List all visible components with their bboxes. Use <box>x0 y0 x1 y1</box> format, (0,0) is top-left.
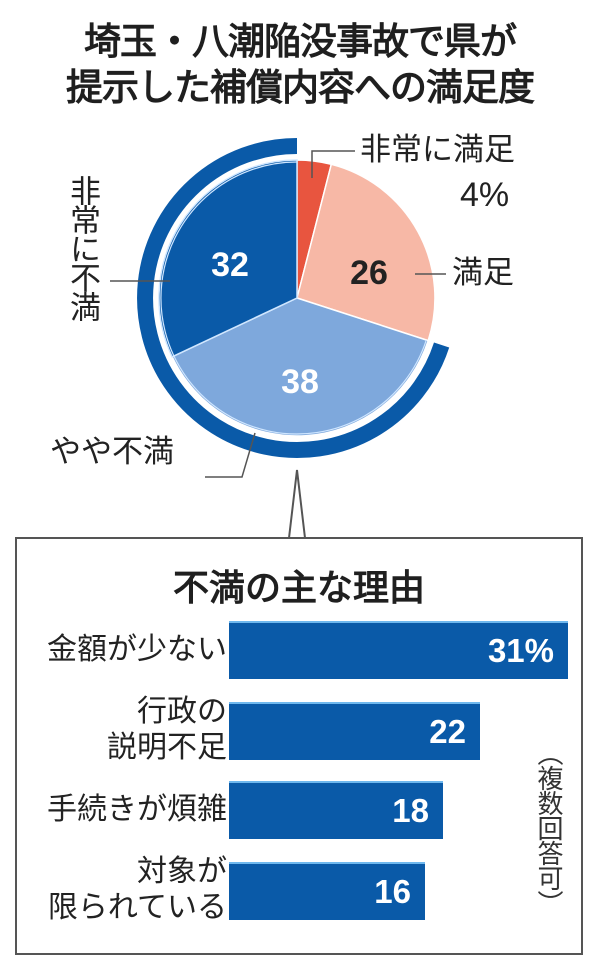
reasons-box: 不満の主な理由 金額が少ない 31% 行政の 説明不足 22 手続きが煩雑 18… <box>15 537 583 955</box>
bar-label-line: 行政の <box>137 694 227 729</box>
bar-eligibility: 16 <box>229 862 425 920</box>
bar-label: 対象が 限られている <box>48 854 227 926</box>
label-very-unsatisfied: 非常に不満 <box>64 175 100 320</box>
multiple-answers-note: （複数回答可） <box>533 740 563 915</box>
bar-value: 18 <box>392 792 429 829</box>
bar-label-line: 手続きが煩雑 <box>47 792 227 827</box>
leader-very-satisfied <box>311 150 355 178</box>
bar-procedure: 18 <box>229 781 443 839</box>
bar-value: 31% <box>487 632 554 669</box>
slice-somewhat-unsatisfied <box>171 297 430 437</box>
chart-title-line-1: 埼玉・八潮陥没事故で県が <box>84 20 517 63</box>
bar-label: 行政の 説明不足 <box>107 694 227 766</box>
unsatisfied-ring <box>137 138 450 458</box>
ring-inner-rim <box>160 161 427 435</box>
bar-label-line: 説明不足 <box>107 730 227 765</box>
bar-label-line: 限られている <box>47 890 227 925</box>
value-somewhat-unsatisfied: 38 <box>281 363 319 401</box>
bar-value: 22 <box>429 713 466 750</box>
bar-label: 手続きが煩雑 <box>47 792 227 828</box>
label-very-satisfied: 非常に満足 <box>360 132 515 168</box>
bar-value: 16 <box>374 873 411 910</box>
bar-explanation: 22 <box>229 702 480 760</box>
value-very-satisfied: 4% <box>460 176 510 214</box>
chart-title-line-2: 提示した補償内容への満足度 <box>66 66 535 109</box>
bar-label-line: 金額が少ない <box>47 632 227 667</box>
callout-pointer <box>288 469 306 539</box>
label-somewhat-unsatisfied: やや不満 <box>50 434 174 470</box>
value-satisfied: 26 <box>350 254 388 292</box>
value-very-unsatisfied: 32 <box>211 246 249 284</box>
slice-satisfied <box>296 163 436 342</box>
bar-amount: 31% <box>229 621 568 679</box>
leader-somewhat-unsatisfied <box>205 432 256 478</box>
reasons-title: 不満の主な理由 <box>172 568 425 609</box>
label-satisfied: 満足 <box>452 255 514 291</box>
bar-label: 金額が少ない <box>47 632 227 668</box>
bar-label-line: 対象が <box>137 854 227 889</box>
